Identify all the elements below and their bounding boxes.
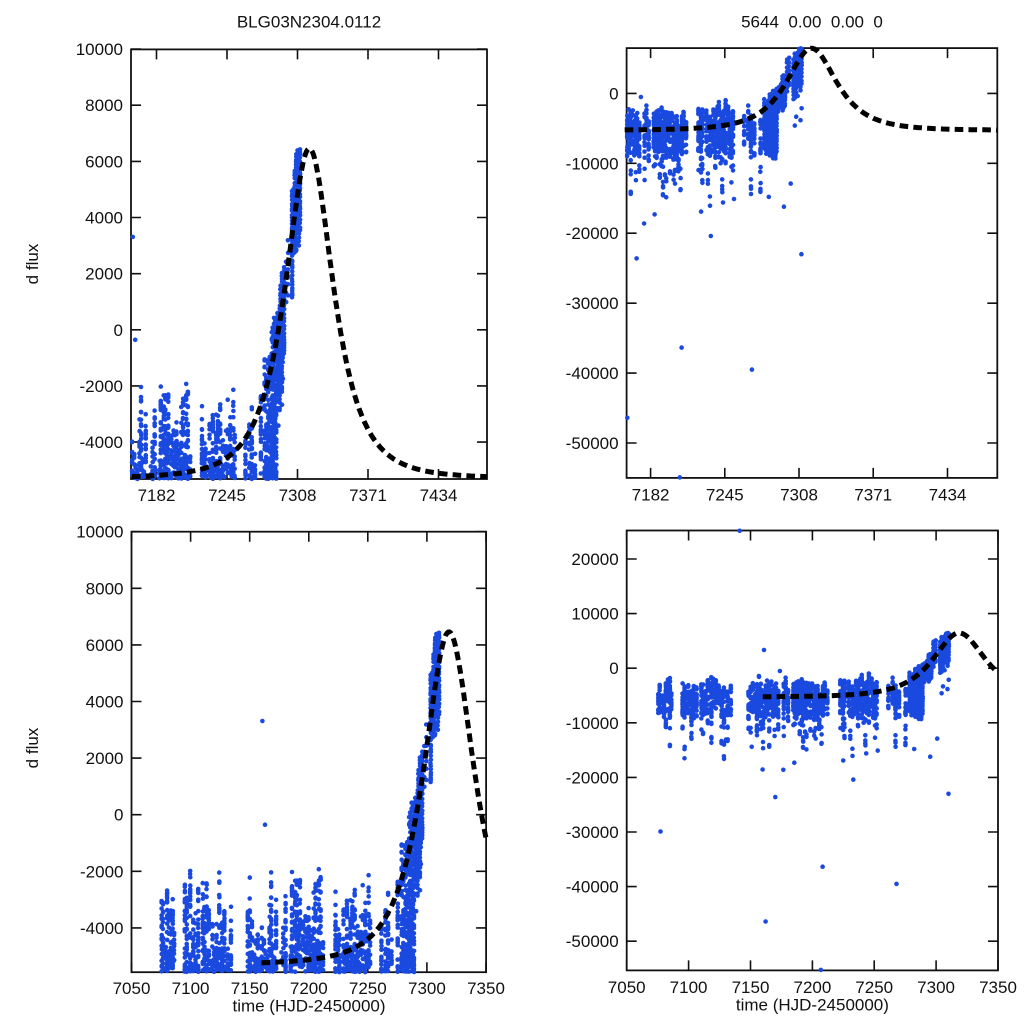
- svg-text:0: 0: [609, 84, 618, 103]
- svg-text:7300: 7300: [917, 978, 955, 997]
- svg-text:-40000: -40000: [566, 364, 619, 383]
- svg-text:4000: 4000: [86, 693, 124, 712]
- svg-text:7200: 7200: [290, 979, 328, 998]
- svg-text:-50000: -50000: [566, 434, 619, 453]
- svg-text:-20000: -20000: [566, 768, 619, 787]
- svg-text:d flux: d flux: [23, 727, 42, 768]
- svg-text:0: 0: [609, 659, 618, 678]
- svg-text:7300: 7300: [408, 979, 446, 998]
- svg-text:7434: 7434: [929, 486, 967, 505]
- svg-text:7308: 7308: [279, 486, 317, 505]
- svg-text:20000: 20000: [571, 550, 618, 569]
- svg-text:d flux: d flux: [23, 243, 42, 284]
- svg-text:7371: 7371: [854, 486, 892, 505]
- svg-text:7434: 7434: [420, 486, 458, 505]
- svg-text:10000: 10000: [76, 523, 123, 542]
- svg-text:-10000: -10000: [566, 154, 619, 173]
- svg-text:time (HJD-2450000): time (HJD-2450000): [232, 997, 385, 1016]
- svg-text:0: 0: [114, 806, 123, 825]
- svg-text:-30000: -30000: [566, 294, 619, 313]
- svg-text:7250: 7250: [855, 978, 893, 997]
- svg-text:7100: 7100: [172, 979, 210, 998]
- svg-text:2000: 2000: [86, 749, 124, 768]
- svg-text:-2000: -2000: [80, 862, 123, 881]
- svg-text:5644 0.00 0.00 0: 5644 0.00 0.00 0: [741, 13, 883, 32]
- svg-text:7150: 7150: [231, 979, 269, 998]
- svg-text:8000: 8000: [85, 96, 123, 115]
- svg-text:6000: 6000: [85, 152, 123, 171]
- svg-text:7050: 7050: [113, 979, 151, 998]
- svg-text:4000: 4000: [85, 209, 123, 228]
- svg-text:10000: 10000: [76, 40, 123, 59]
- svg-text:-4000: -4000: [80, 919, 123, 938]
- svg-text:7350: 7350: [467, 979, 505, 998]
- svg-text:7371: 7371: [349, 486, 387, 505]
- svg-text:7200: 7200: [793, 978, 831, 997]
- svg-text:8000: 8000: [86, 579, 124, 598]
- svg-text:7245: 7245: [706, 486, 744, 505]
- svg-text:7150: 7150: [732, 978, 770, 997]
- svg-text:7050: 7050: [608, 978, 646, 997]
- svg-text:-10000: -10000: [566, 714, 619, 733]
- svg-text:7308: 7308: [780, 486, 818, 505]
- svg-text:7350: 7350: [979, 978, 1017, 997]
- svg-text:-40000: -40000: [566, 878, 619, 897]
- svg-text:7250: 7250: [349, 979, 387, 998]
- svg-text:6000: 6000: [86, 636, 124, 655]
- svg-text:7182: 7182: [632, 486, 670, 505]
- svg-text:0: 0: [114, 321, 123, 340]
- svg-text:-30000: -30000: [566, 823, 619, 842]
- svg-text:BLG03N2304.0112: BLG03N2304.0112: [237, 13, 381, 32]
- svg-text:-50000: -50000: [566, 932, 619, 951]
- svg-text:2000: 2000: [85, 265, 123, 284]
- svg-text:7100: 7100: [670, 978, 708, 997]
- svg-text:-2000: -2000: [80, 377, 123, 396]
- svg-text:7245: 7245: [208, 486, 246, 505]
- svg-text:10000: 10000: [571, 605, 618, 624]
- svg-text:-4000: -4000: [80, 433, 123, 452]
- svg-text:-20000: -20000: [566, 224, 619, 243]
- svg-text:time (HJD-2450000): time (HJD-2450000): [736, 995, 889, 1014]
- svg-text:7182: 7182: [138, 486, 176, 505]
